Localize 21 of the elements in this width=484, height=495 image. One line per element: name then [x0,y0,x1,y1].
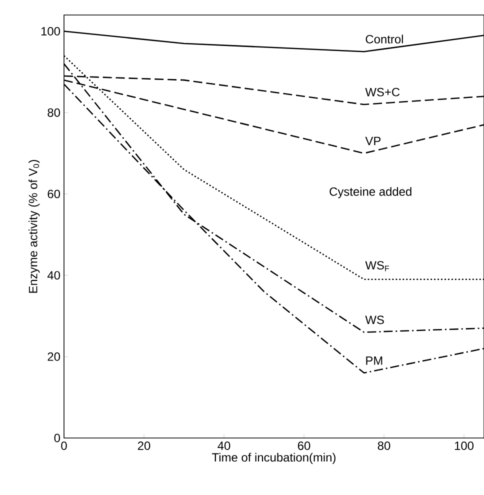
x-tick-label: 80 [378,442,390,450]
x-tick-label: 0 [61,442,67,450]
x-tick-label: 40 [218,442,230,450]
series-label: WS [365,316,384,324]
y-tick-label: 100 [41,27,60,36]
x-tick-label: 100 [454,442,474,450]
y-tick-label: 80 [48,108,60,117]
y-tick-label: 0 [54,434,60,442]
y-tick-label: 20 [48,352,60,361]
y-tick-label: 60 [48,190,60,198]
series-label: PM [366,356,382,365]
x-axis-title: Time of incubation(min) [212,452,336,464]
y-tick-label: 40 [47,271,60,280]
series-label: VP [365,136,381,146]
series-label: WS+C [365,88,400,96]
series-label: Control [366,34,403,44]
series-label: WS$_{F}$ [365,261,390,272]
y-axis-title: Enzyme activity (% of V$_{0}$) [28,160,40,293]
x-tick-label: 60 [298,442,310,450]
annotation: Cysteine added [330,187,412,198]
x-tick-label: 20 [138,442,150,450]
